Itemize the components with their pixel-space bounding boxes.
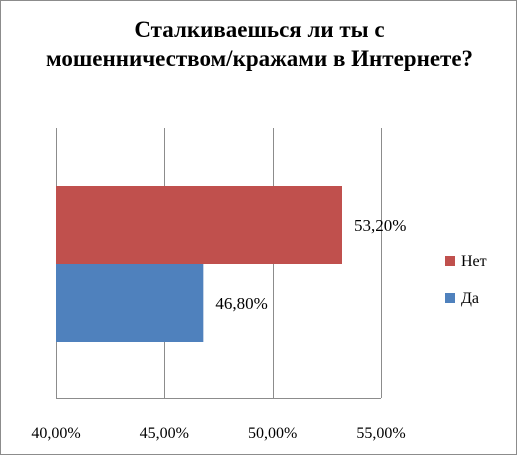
x-tick-label-2: 50,00% (248, 425, 297, 442)
data-label-0: 53,20% (354, 216, 406, 235)
legend-label-0: Нет (461, 253, 487, 270)
bar-Да (56, 264, 204, 342)
bar-Нет (56, 186, 342, 264)
x-tick-label-1: 45,00% (140, 425, 189, 442)
legend-swatch-1 (445, 293, 455, 303)
bars (56, 186, 342, 342)
data-label-1: 46,80% (215, 294, 267, 313)
chart-title: Сталкиваешься ли ты с мошенничеством/кра… (45, 17, 474, 71)
legend: Нет Да (445, 253, 487, 307)
x-tick-label-0: 40,00% (31, 425, 80, 442)
x-tick-labels: 40,00% 45,00% 50,00% 55,00% (31, 425, 405, 442)
legend-swatch-0 (445, 256, 455, 266)
legend-label-1: Да (461, 290, 479, 307)
x-tick-label-3: 55,00% (356, 425, 405, 442)
data-labels: 53,20% 46,80% (215, 216, 406, 313)
